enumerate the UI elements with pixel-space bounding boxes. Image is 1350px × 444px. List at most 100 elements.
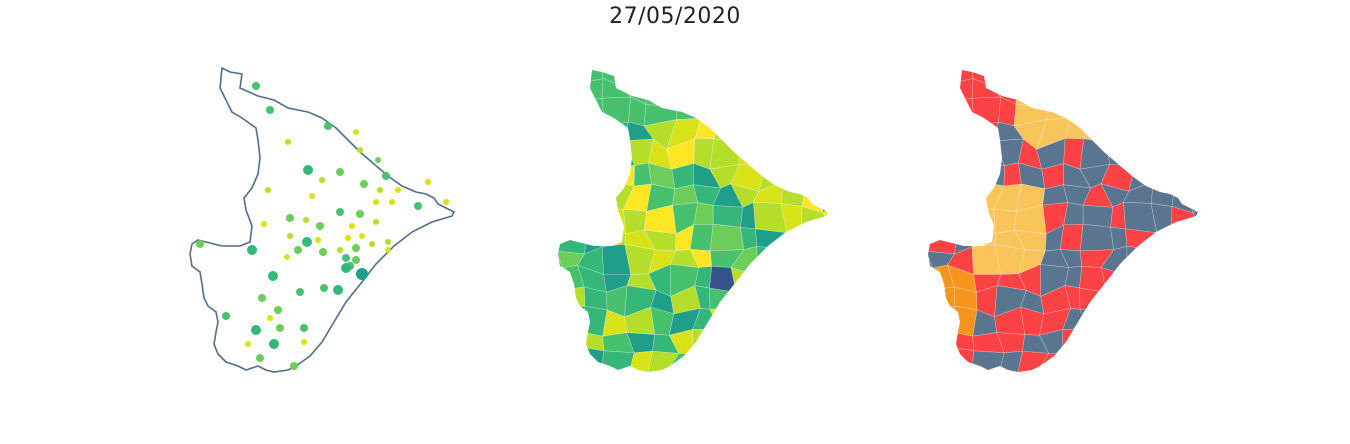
municipality-region [558, 227, 562, 252]
municipality-symbol [324, 122, 332, 130]
municipality-symbol [261, 221, 267, 227]
municipality-region [1100, 292, 1137, 313]
municipality-region [928, 352, 937, 372]
municipality-region [558, 305, 586, 332]
municipality-symbol [296, 288, 304, 296]
municipality-region [645, 70, 672, 86]
municipality-region [1085, 370, 1115, 372]
municipality-region [1167, 306, 1198, 336]
municipality-region [558, 287, 570, 317]
municipality-region [560, 121, 581, 144]
municipality-region [1126, 75, 1160, 101]
municipality-region [1166, 293, 1198, 311]
municipality-region [666, 70, 696, 80]
proportional-symbol-map [170, 60, 510, 390]
municipality-region [1194, 248, 1198, 270]
municipality-region [730, 292, 767, 313]
municipality-region [1173, 263, 1198, 297]
municipality-symbol [266, 106, 274, 114]
municipality-region [775, 328, 810, 358]
municipality-region [928, 190, 939, 214]
municipality-symbol [414, 202, 422, 210]
municipality-region [756, 370, 789, 372]
municipality-region [1191, 77, 1198, 108]
municipality-region [601, 78, 632, 99]
municipality-region [578, 378, 612, 390]
municipality-region [1190, 182, 1198, 214]
municipality-region [1169, 349, 1198, 372]
municipality-region [718, 76, 739, 109]
municipality-region [1175, 70, 1198, 83]
municipality-symbol [287, 233, 293, 239]
municipality-region [805, 163, 826, 187]
municipality-symbol [222, 312, 230, 320]
municipality-region [1146, 128, 1172, 149]
municipality-region [1064, 78, 1090, 107]
municipality-region [628, 375, 654, 390]
municipality-symbol [303, 217, 309, 223]
municipality-region [715, 70, 741, 83]
municipality-region [1040, 76, 1070, 108]
municipality-region [1147, 349, 1180, 372]
municipality-region [910, 373, 936, 390]
municipality-region [558, 330, 588, 354]
municipality-region [1088, 76, 1109, 109]
class-regions [910, 70, 1198, 390]
municipality-region [971, 223, 997, 247]
municipality-symbol [294, 246, 302, 254]
municipality-region [928, 305, 956, 332]
municipality-region [558, 222, 590, 255]
municipality-region [558, 308, 570, 331]
municipality-region [694, 78, 720, 107]
municipality-region [558, 120, 563, 140]
municipality-region [758, 311, 783, 338]
municipality-region [581, 347, 605, 372]
municipality-region [928, 347, 958, 372]
municipality-region [558, 70, 568, 79]
municipality-region [928, 250, 956, 269]
municipality-region [1018, 263, 1042, 297]
municipality-region [958, 204, 975, 225]
municipality-region [558, 100, 563, 123]
municipality-region [600, 207, 627, 235]
municipality-symbol [373, 199, 379, 205]
municipality-region [928, 70, 938, 79]
municipality-region [1085, 70, 1111, 83]
municipality-region [1126, 246, 1157, 276]
municipality-region [820, 182, 828, 214]
municipality-region [709, 287, 737, 310]
municipality-region [1046, 105, 1071, 120]
municipality-region [1170, 144, 1198, 168]
municipality-region [756, 75, 790, 101]
municipality-symbol [303, 165, 313, 175]
municipality-region [821, 106, 828, 127]
municipality-symbol [284, 254, 290, 260]
municipality-region [776, 128, 802, 149]
municipality-region [1079, 164, 1111, 189]
municipality-region [601, 375, 631, 390]
municipality-region [780, 145, 810, 171]
municipality-region [578, 78, 604, 102]
municipality-region [973, 274, 1002, 293]
municipality-region [799, 349, 828, 372]
municipality-region [1167, 246, 1198, 266]
municipality-region [930, 121, 951, 144]
municipality-region [540, 373, 566, 390]
municipality-region [709, 164, 741, 189]
municipality-region [740, 226, 758, 251]
municipality-symbol [395, 187, 401, 193]
municipality-region [822, 351, 828, 372]
municipality-region [1145, 309, 1173, 333]
choropleth-regions [540, 70, 828, 390]
municipality-region [1106, 142, 1137, 167]
municipality-region [1015, 76, 1047, 108]
municipality-region [560, 204, 592, 229]
municipality-region [715, 355, 745, 372]
municipality-region [561, 70, 591, 85]
municipality-region [1194, 70, 1198, 80]
municipality-region [1035, 369, 1071, 372]
municipality-symbol [443, 199, 449, 205]
municipality-region [1059, 223, 1084, 252]
municipality-region [715, 370, 745, 372]
municipality-region [948, 378, 982, 390]
